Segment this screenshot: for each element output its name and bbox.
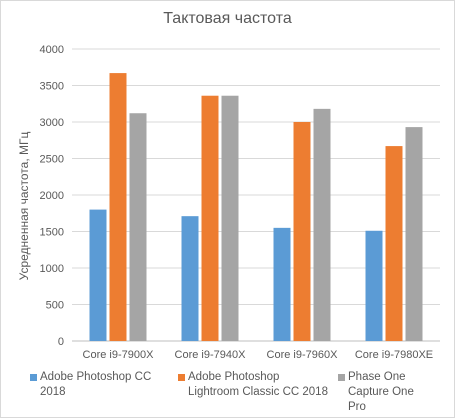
bar xyxy=(109,73,127,341)
y-tick-label: 0 xyxy=(58,336,64,348)
legend-label-captureone: Phase One Capture One Pro xyxy=(348,371,414,413)
y-tick-label: 2500 xyxy=(40,154,64,166)
y-tick-label: 1500 xyxy=(40,227,64,239)
y-tick-label: 2000 xyxy=(40,190,64,202)
y-tick-label: 500 xyxy=(46,300,64,312)
bar xyxy=(129,113,147,342)
bar xyxy=(365,230,383,341)
x-tick-label: Core i9-7900X xyxy=(83,349,155,361)
bar xyxy=(273,227,291,341)
bar xyxy=(181,216,199,341)
x-tick-label: Core i9-7960X xyxy=(267,349,339,361)
legend-swatch-photoshop xyxy=(30,374,37,381)
bar xyxy=(293,122,311,341)
bar xyxy=(89,209,107,341)
legend-swatch-lightroom xyxy=(178,374,185,381)
x-tick-label: Core i9-7980XE xyxy=(355,349,433,361)
y-tick-label: 1000 xyxy=(40,263,64,275)
legend-label-photoshop: Adobe Photoshop CC 2018 xyxy=(40,371,152,398)
chart-title: Тактовая частота xyxy=(163,10,292,27)
legend-label-lightroom: Adobe Photoshop Lightroom Classic CC 201… xyxy=(188,371,328,398)
y-tick-label: 3000 xyxy=(40,117,64,129)
bar xyxy=(313,108,331,341)
bar xyxy=(405,127,423,341)
x-tick-label: Core i9-7940X xyxy=(175,349,247,361)
y-tick-label: 3500 xyxy=(40,81,64,93)
bar xyxy=(221,95,239,341)
legend-swatch-captureone xyxy=(338,374,345,381)
legend: Adobe Photoshop CC 2018 Adobe Photoshop … xyxy=(0,370,455,414)
y-tick-label: 4000 xyxy=(40,44,64,56)
bar xyxy=(201,95,219,341)
bar xyxy=(385,146,403,341)
